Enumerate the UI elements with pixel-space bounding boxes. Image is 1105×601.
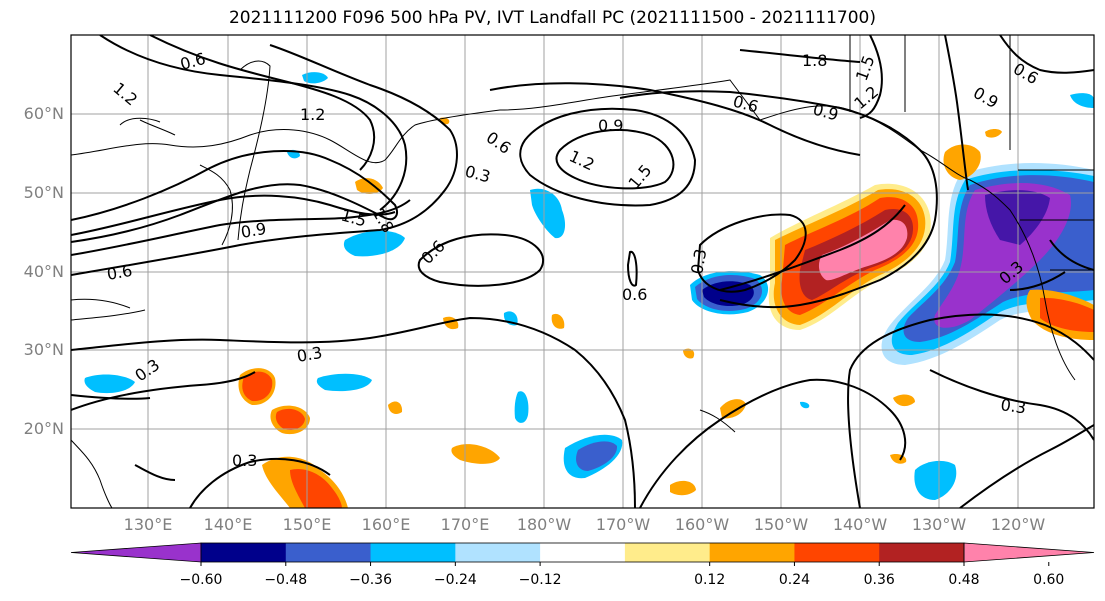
lon-label: 170°E	[440, 515, 490, 534]
colorbar-tick-label: −0.48	[264, 572, 308, 588]
pv-label: 1.8	[802, 51, 827, 70]
colorbar-cell	[540, 543, 626, 562]
colorbar-tick-label: 0.36	[863, 572, 895, 588]
pv-label: 0.3	[232, 451, 257, 470]
ivt-shading	[84, 72, 1094, 508]
colorbar-cell	[794, 543, 880, 562]
lon-label: 140°E	[203, 515, 253, 534]
pv-label: 0.3	[295, 343, 323, 366]
pv-label: 0.9	[598, 116, 623, 135]
colorbar-tick-label: −0.12	[518, 572, 562, 588]
colorbar-tick-label: 0.60	[1033, 572, 1065, 588]
lat-label: 30°N	[23, 340, 64, 359]
pv-label: 0.6	[622, 285, 647, 304]
lon-label: 170°W	[595, 515, 651, 534]
lon-label: 120°W	[990, 515, 1046, 534]
lon-label: 130°W	[911, 515, 967, 534]
lat-label: 50°N	[23, 183, 64, 202]
lon-label: 130°E	[123, 515, 173, 534]
colorbar-tick-label: 0.12	[694, 572, 726, 588]
coastlines	[71, 35, 1094, 508]
colorbar-extend-high	[963, 542, 1095, 563]
colorbar-cell	[201, 543, 287, 562]
colorbar-cell	[624, 543, 711, 562]
pv-label: 0.6	[105, 261, 133, 284]
colorbar-cell	[455, 543, 541, 562]
colorbar-extend-low	[70, 542, 202, 563]
lat-label: 60°N	[23, 104, 64, 123]
lon-label: 180°W	[516, 515, 572, 534]
lon-label: 160°W	[674, 515, 730, 534]
pv-label: 1.2	[300, 105, 325, 124]
lon-label: 150°W	[753, 515, 809, 534]
lon-label: 160°E	[361, 515, 411, 534]
lat-label: 20°N	[23, 419, 64, 438]
colorbar-frame	[200, 542, 965, 563]
pv-label: 0.3	[687, 247, 710, 275]
pv-contours	[71, 35, 1094, 508]
colorbar-cell	[879, 543, 965, 562]
pv-label: 0.9	[239, 219, 267, 242]
lon-label: 140°W	[832, 515, 888, 534]
map-frame	[70, 34, 1095, 509]
colorbar-tick-label: −0.60	[179, 572, 223, 588]
colorbar-tick-label: −0.36	[349, 572, 392, 588]
lat-label: 40°N	[23, 262, 64, 281]
graticule	[71, 35, 1094, 508]
lon-label: 150°E	[282, 515, 332, 534]
colorbar-cell	[370, 543, 456, 562]
colorbar-tick-label: 0.48	[948, 572, 980, 588]
pv-label: 0.3	[999, 395, 1027, 417]
colorbar-tick-label: 0.24	[778, 572, 811, 588]
colorbar-tick-label: −0.24	[433, 572, 477, 588]
colorbar-cell	[709, 543, 795, 562]
colorbar-cell	[285, 543, 372, 562]
map-title: 2021111200 F096 500 hPa PV, IVT Landfall…	[228, 8, 876, 28]
